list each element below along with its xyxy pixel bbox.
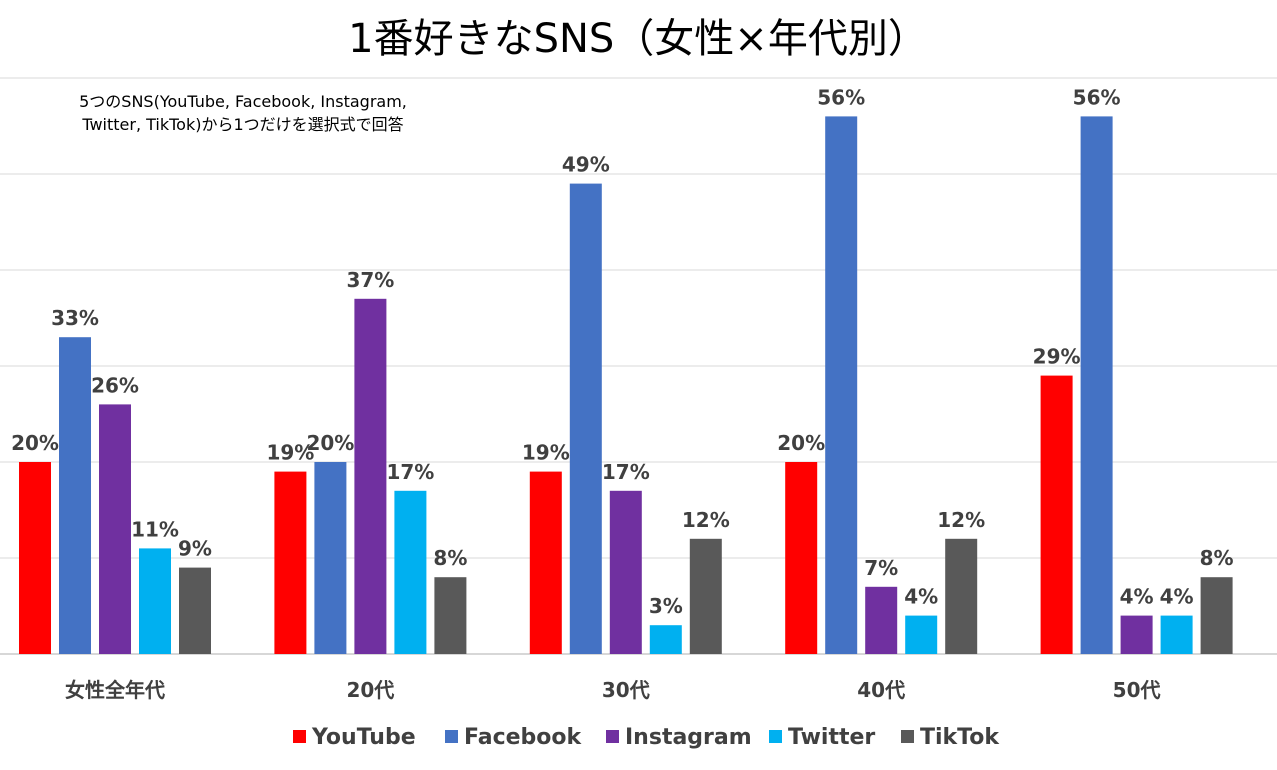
data-label-tiktok-2: 12%	[682, 508, 730, 532]
bar-youtube-2	[529, 471, 562, 654]
bars: 20%33%26%11%9%19%20%37%17%8%19%49%17%3%1…	[11, 85, 1234, 654]
chart-note-line-1: 5つのSNS(YouTube, Facebook, Instagram,	[79, 92, 407, 111]
bar-tiktok-2	[689, 538, 722, 654]
chart-title: 1番好きなSNS（女性×年代別）	[348, 16, 928, 62]
data-label-twitter-4: 4%	[1160, 585, 1194, 609]
category-label-1: 20代	[346, 678, 394, 702]
bar-facebook-2	[569, 183, 602, 654]
data-label-facebook-1: 20%	[306, 431, 354, 455]
bar-tiktok-3	[945, 538, 978, 654]
data-label-instagram-2: 17%	[602, 460, 650, 484]
legend-label-instagram: Instagram	[625, 725, 752, 750]
data-label-instagram-0: 26%	[91, 373, 139, 397]
data-label-tiktok-1: 8%	[433, 546, 467, 570]
bar-facebook-0	[59, 337, 91, 654]
bar-tiktok-1	[434, 577, 467, 654]
legend-swatch-instagram	[606, 730, 619, 743]
bar-instagram-3	[865, 586, 898, 654]
data-label-facebook-2: 49%	[562, 153, 610, 177]
data-label-facebook-4: 56%	[1073, 85, 1121, 109]
legend-label-youtube: YouTube	[311, 725, 416, 750]
data-label-twitter-0: 11%	[131, 517, 179, 541]
bar-tiktok-0	[179, 567, 211, 654]
data-label-tiktok-3: 12%	[937, 508, 985, 532]
data-label-youtube-0: 20%	[11, 431, 59, 455]
data-label-youtube-3: 20%	[777, 431, 825, 455]
bar-youtube-4	[1040, 375, 1073, 654]
data-label-youtube-1: 19%	[266, 441, 314, 465]
bar-instagram-4	[1120, 615, 1153, 654]
data-label-tiktok-4: 8%	[1200, 546, 1234, 570]
bar-facebook-1	[314, 462, 347, 654]
bar-twitter-3	[905, 615, 938, 654]
data-label-twitter-3: 4%	[904, 585, 938, 609]
legend: YouTube Facebook Instagram Twitter TikTok	[293, 725, 1000, 750]
bar-facebook-3	[825, 116, 858, 654]
legend-swatch-tiktok	[901, 730, 914, 743]
bar-youtube-1	[274, 471, 307, 654]
category-labels: 女性全年代 20代 30代 40代 50代	[65, 678, 1161, 702]
bar-twitter-2	[649, 625, 682, 654]
data-label-tiktok-0: 9%	[178, 537, 212, 561]
bar-twitter-1	[394, 490, 427, 654]
legend-swatch-youtube	[293, 730, 306, 743]
data-label-facebook-3: 56%	[817, 85, 865, 109]
data-label-youtube-2: 19%	[522, 441, 570, 465]
data-label-instagram-4: 4%	[1120, 585, 1154, 609]
bar-youtube-3	[785, 462, 818, 654]
data-label-youtube-4: 29%	[1033, 345, 1081, 369]
data-label-twitter-2: 3%	[649, 594, 683, 618]
legend-swatch-facebook	[445, 730, 458, 743]
data-label-twitter-1: 17%	[386, 460, 434, 484]
data-label-instagram-1: 37%	[346, 268, 394, 292]
category-label-0: 女性全年代	[65, 678, 165, 702]
category-label-4: 50代	[1113, 678, 1161, 702]
bar-youtube-0	[19, 462, 51, 654]
legend-label-facebook: Facebook	[464, 725, 583, 750]
category-label-2: 30代	[602, 678, 650, 702]
bar-instagram-0	[99, 404, 131, 654]
bar-facebook-4	[1080, 116, 1113, 654]
bar-twitter-4	[1160, 615, 1193, 654]
category-label-3: 40代	[857, 678, 905, 702]
bar-instagram-2	[609, 490, 642, 654]
legend-swatch-twitter	[769, 730, 782, 743]
legend-label-twitter: Twitter	[788, 725, 875, 750]
data-label-instagram-3: 7%	[864, 556, 898, 580]
bar-tiktok-4	[1200, 577, 1233, 654]
bar-instagram-1	[354, 298, 387, 654]
chart-note-line-2: Twitter, TikTok)から1つだけを選択式で回答	[81, 115, 403, 134]
data-label-facebook-0: 33%	[51, 306, 99, 330]
legend-label-tiktok: TikTok	[920, 725, 1000, 750]
bar-twitter-0	[139, 548, 171, 654]
